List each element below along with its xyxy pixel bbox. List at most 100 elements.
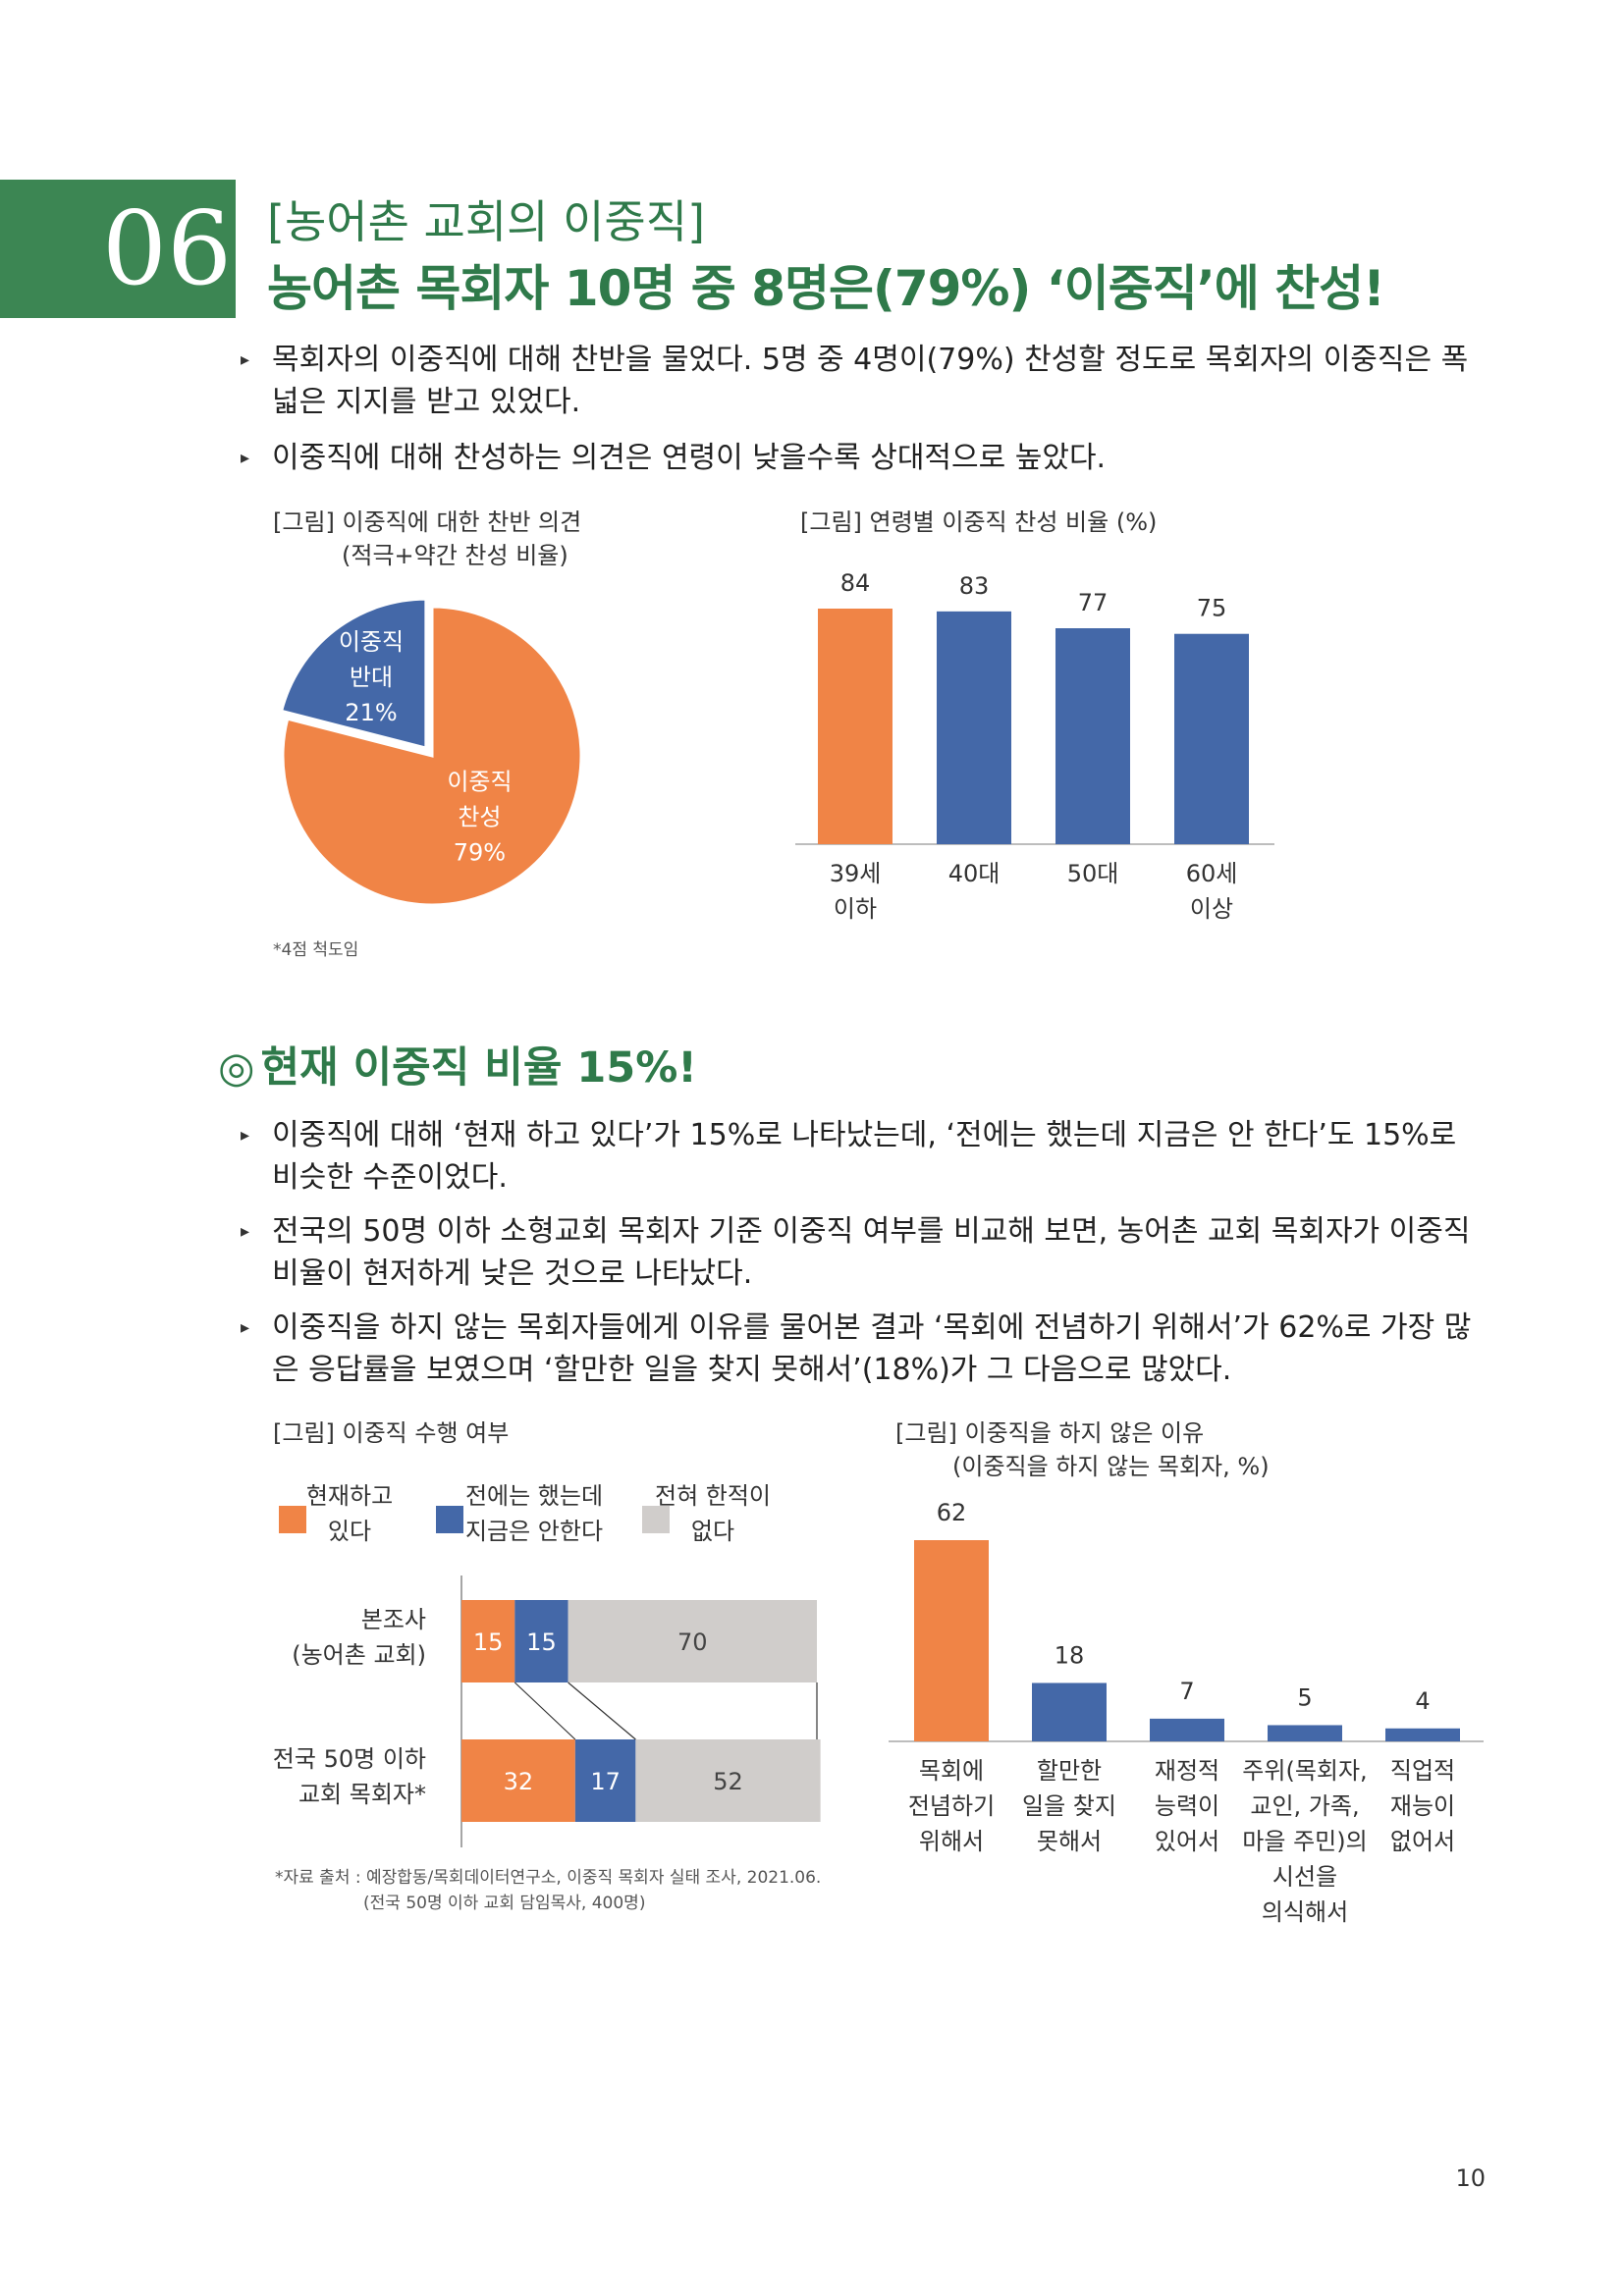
- fig2-title: [그림] 연령별 이중직 찬성 비율 (%): [800, 508, 1158, 536]
- connector-line: [514, 1682, 576, 1740]
- section-kicker: [농어촌 교회의 이중직]: [267, 195, 706, 248]
- pie-slice-label: 79%: [454, 838, 506, 866]
- segment-label: 15: [473, 1629, 504, 1656]
- data-label: 83: [959, 572, 990, 600]
- double-circle-icon: ◎: [218, 1043, 255, 1093]
- category-label: 이하: [834, 895, 877, 923]
- category-label: 능력이: [1155, 1792, 1219, 1820]
- legend-swatch: [642, 1506, 670, 1533]
- category-label: 있어서: [1155, 1828, 1219, 1855]
- intro-bullet-list: ▸ 목회자의 이중직에 대해 찬반을 물었다. 5명 중 4명이(79%) 찬성할…: [241, 339, 1488, 493]
- stacked-segment: [635, 1739, 821, 1822]
- data-label: 77: [1078, 589, 1109, 616]
- segment-label: 32: [504, 1768, 534, 1795]
- stacked-segment: [574, 1739, 636, 1822]
- section-number: 06: [101, 188, 233, 308]
- legend-swatch: [436, 1506, 463, 1533]
- bullet-item: ▸ 이중직에 대해 찬성하는 의견은 연령이 낮을수록 상대적으로 높았다.: [241, 437, 1488, 479]
- bullet-marker-icon: ▸: [241, 1317, 250, 1338]
- section2-bullet-list: ▸ 이중직에 대해 ‘현재 하고 있다’가 15%로 나타났는데, ‘전에는 했는…: [241, 1114, 1488, 1405]
- category-label: 재능이: [1390, 1792, 1455, 1820]
- data-label: 84: [840, 569, 871, 597]
- bar: [1055, 628, 1130, 844]
- bullet-item: ▸ 전국의 50명 이하 소형교회 목회자 기준 이중직 여부를 비교해 보면, …: [241, 1210, 1488, 1295]
- page-number: 10: [1455, 2164, 1486, 2192]
- legend-label: 현재하고: [306, 1482, 393, 1510]
- fig4-title: [그림] 이중직을 하지 않은 이유 (이중직을 하지 않는 목회자, %): [895, 1419, 1270, 1480]
- segment-label: 52: [713, 1768, 743, 1795]
- section2-heading: ◎ 현재 이중직 비율 15%!: [218, 1043, 697, 1093]
- segment-label: 15: [526, 1629, 557, 1656]
- pie-slice-label: 찬성: [458, 803, 501, 830]
- category-label: 교회 목회자*: [298, 1781, 426, 1808]
- category-label: 본조사: [361, 1606, 426, 1633]
- category-label: 50대: [1067, 860, 1119, 887]
- bar: [1032, 1682, 1107, 1741]
- category-label: 위해서: [919, 1828, 984, 1855]
- category-label: 60세: [1186, 860, 1238, 887]
- category-label: 시선을: [1272, 1863, 1337, 1891]
- bar: [1385, 1728, 1460, 1741]
- bar: [1268, 1725, 1342, 1741]
- data-label: 7: [1179, 1678, 1194, 1705]
- legend-swatch: [279, 1506, 306, 1533]
- bullet-item: ▸ 이중직에 대해 ‘현재 하고 있다’가 15%로 나타났는데, ‘전에는 했는…: [241, 1114, 1488, 1199]
- fig3-title: [그림] 이중직 수행 여부: [273, 1419, 510, 1447]
- bullet-item: ▸ 목회자의 이중직에 대해 찬반을 물었다. 5명 중 4명이(79%) 찬성할…: [241, 339, 1488, 423]
- stacked-segment: [461, 1600, 515, 1682]
- bullet-item: ▸ 이중직을 하지 않는 목회자들에게 이유를 물어본 결과 ‘목회에 전념하기 …: [241, 1307, 1488, 1391]
- category-label: 재정적: [1155, 1757, 1219, 1785]
- legend-label: 없다: [691, 1518, 734, 1545]
- bullet-marker-icon: ▸: [241, 1125, 250, 1146]
- connector-line: [568, 1682, 636, 1740]
- bullet-marker-icon: ▸: [241, 1221, 250, 1242]
- segment-label: 70: [677, 1629, 708, 1656]
- category-label: 의식해서: [1262, 1898, 1348, 1926]
- category-label: 전국 50명 이하: [273, 1745, 426, 1773]
- pie-slice-label: 21%: [345, 699, 397, 726]
- category-label: 못해서: [1037, 1828, 1102, 1855]
- stacked-segment: [461, 1739, 575, 1822]
- bar: [914, 1540, 989, 1741]
- bar: [1174, 633, 1249, 844]
- category-label: 전념하기: [908, 1792, 995, 1820]
- category-label: 목회에: [919, 1757, 984, 1785]
- data-label: 5: [1297, 1683, 1312, 1711]
- category-label: 없어서: [1390, 1828, 1455, 1855]
- section-number-block: 06: [0, 180, 236, 318]
- data-label: 62: [937, 1499, 967, 1526]
- fig1-title: [그림] 이중직에 대한 찬반 의견 (적극+약간 찬성 비율): [273, 508, 582, 569]
- category-label: 일을 찾지: [1022, 1792, 1116, 1820]
- pie-slice: [281, 605, 583, 907]
- legend-label: 지금은 안한다: [465, 1518, 603, 1545]
- category-label: 39세: [830, 860, 882, 887]
- legend-label: 전에는 했는데: [465, 1482, 603, 1510]
- pie-slice-label: 이중직: [339, 628, 404, 656]
- category-label: 교인, 가족,: [1250, 1792, 1359, 1820]
- legend-label: 전혀 한적이: [655, 1482, 771, 1510]
- category-label: 이상: [1190, 895, 1233, 923]
- bar: [937, 611, 1011, 844]
- stacked-segment: [514, 1600, 568, 1682]
- category-label: 할만한: [1037, 1757, 1102, 1785]
- category-label: 40대: [948, 860, 1001, 887]
- pie-slice-label: 반대: [350, 664, 393, 691]
- bullet-marker-icon: ▸: [241, 349, 250, 370]
- data-label: 4: [1415, 1687, 1430, 1715]
- fig1-note: *4점 척도임: [273, 940, 359, 960]
- fig3-source: *자료 출처 : 예장합동/목회데이터연구소, 이중직 목회자 실태 조사, 2…: [275, 1868, 822, 1913]
- bullet-marker-icon: ▸: [241, 448, 250, 468]
- segment-label: 17: [590, 1768, 621, 1795]
- pie-slice: [279, 597, 428, 751]
- category-label: 주위(목회자,: [1242, 1757, 1367, 1785]
- category-label: 마을 주민)의: [1242, 1828, 1367, 1855]
- category-label: (농어촌 교회): [292, 1641, 426, 1669]
- bar: [1150, 1718, 1224, 1741]
- data-label: 75: [1197, 595, 1227, 622]
- category-label: 직업적: [1390, 1757, 1455, 1785]
- pie-slice-label: 이중직: [447, 768, 512, 795]
